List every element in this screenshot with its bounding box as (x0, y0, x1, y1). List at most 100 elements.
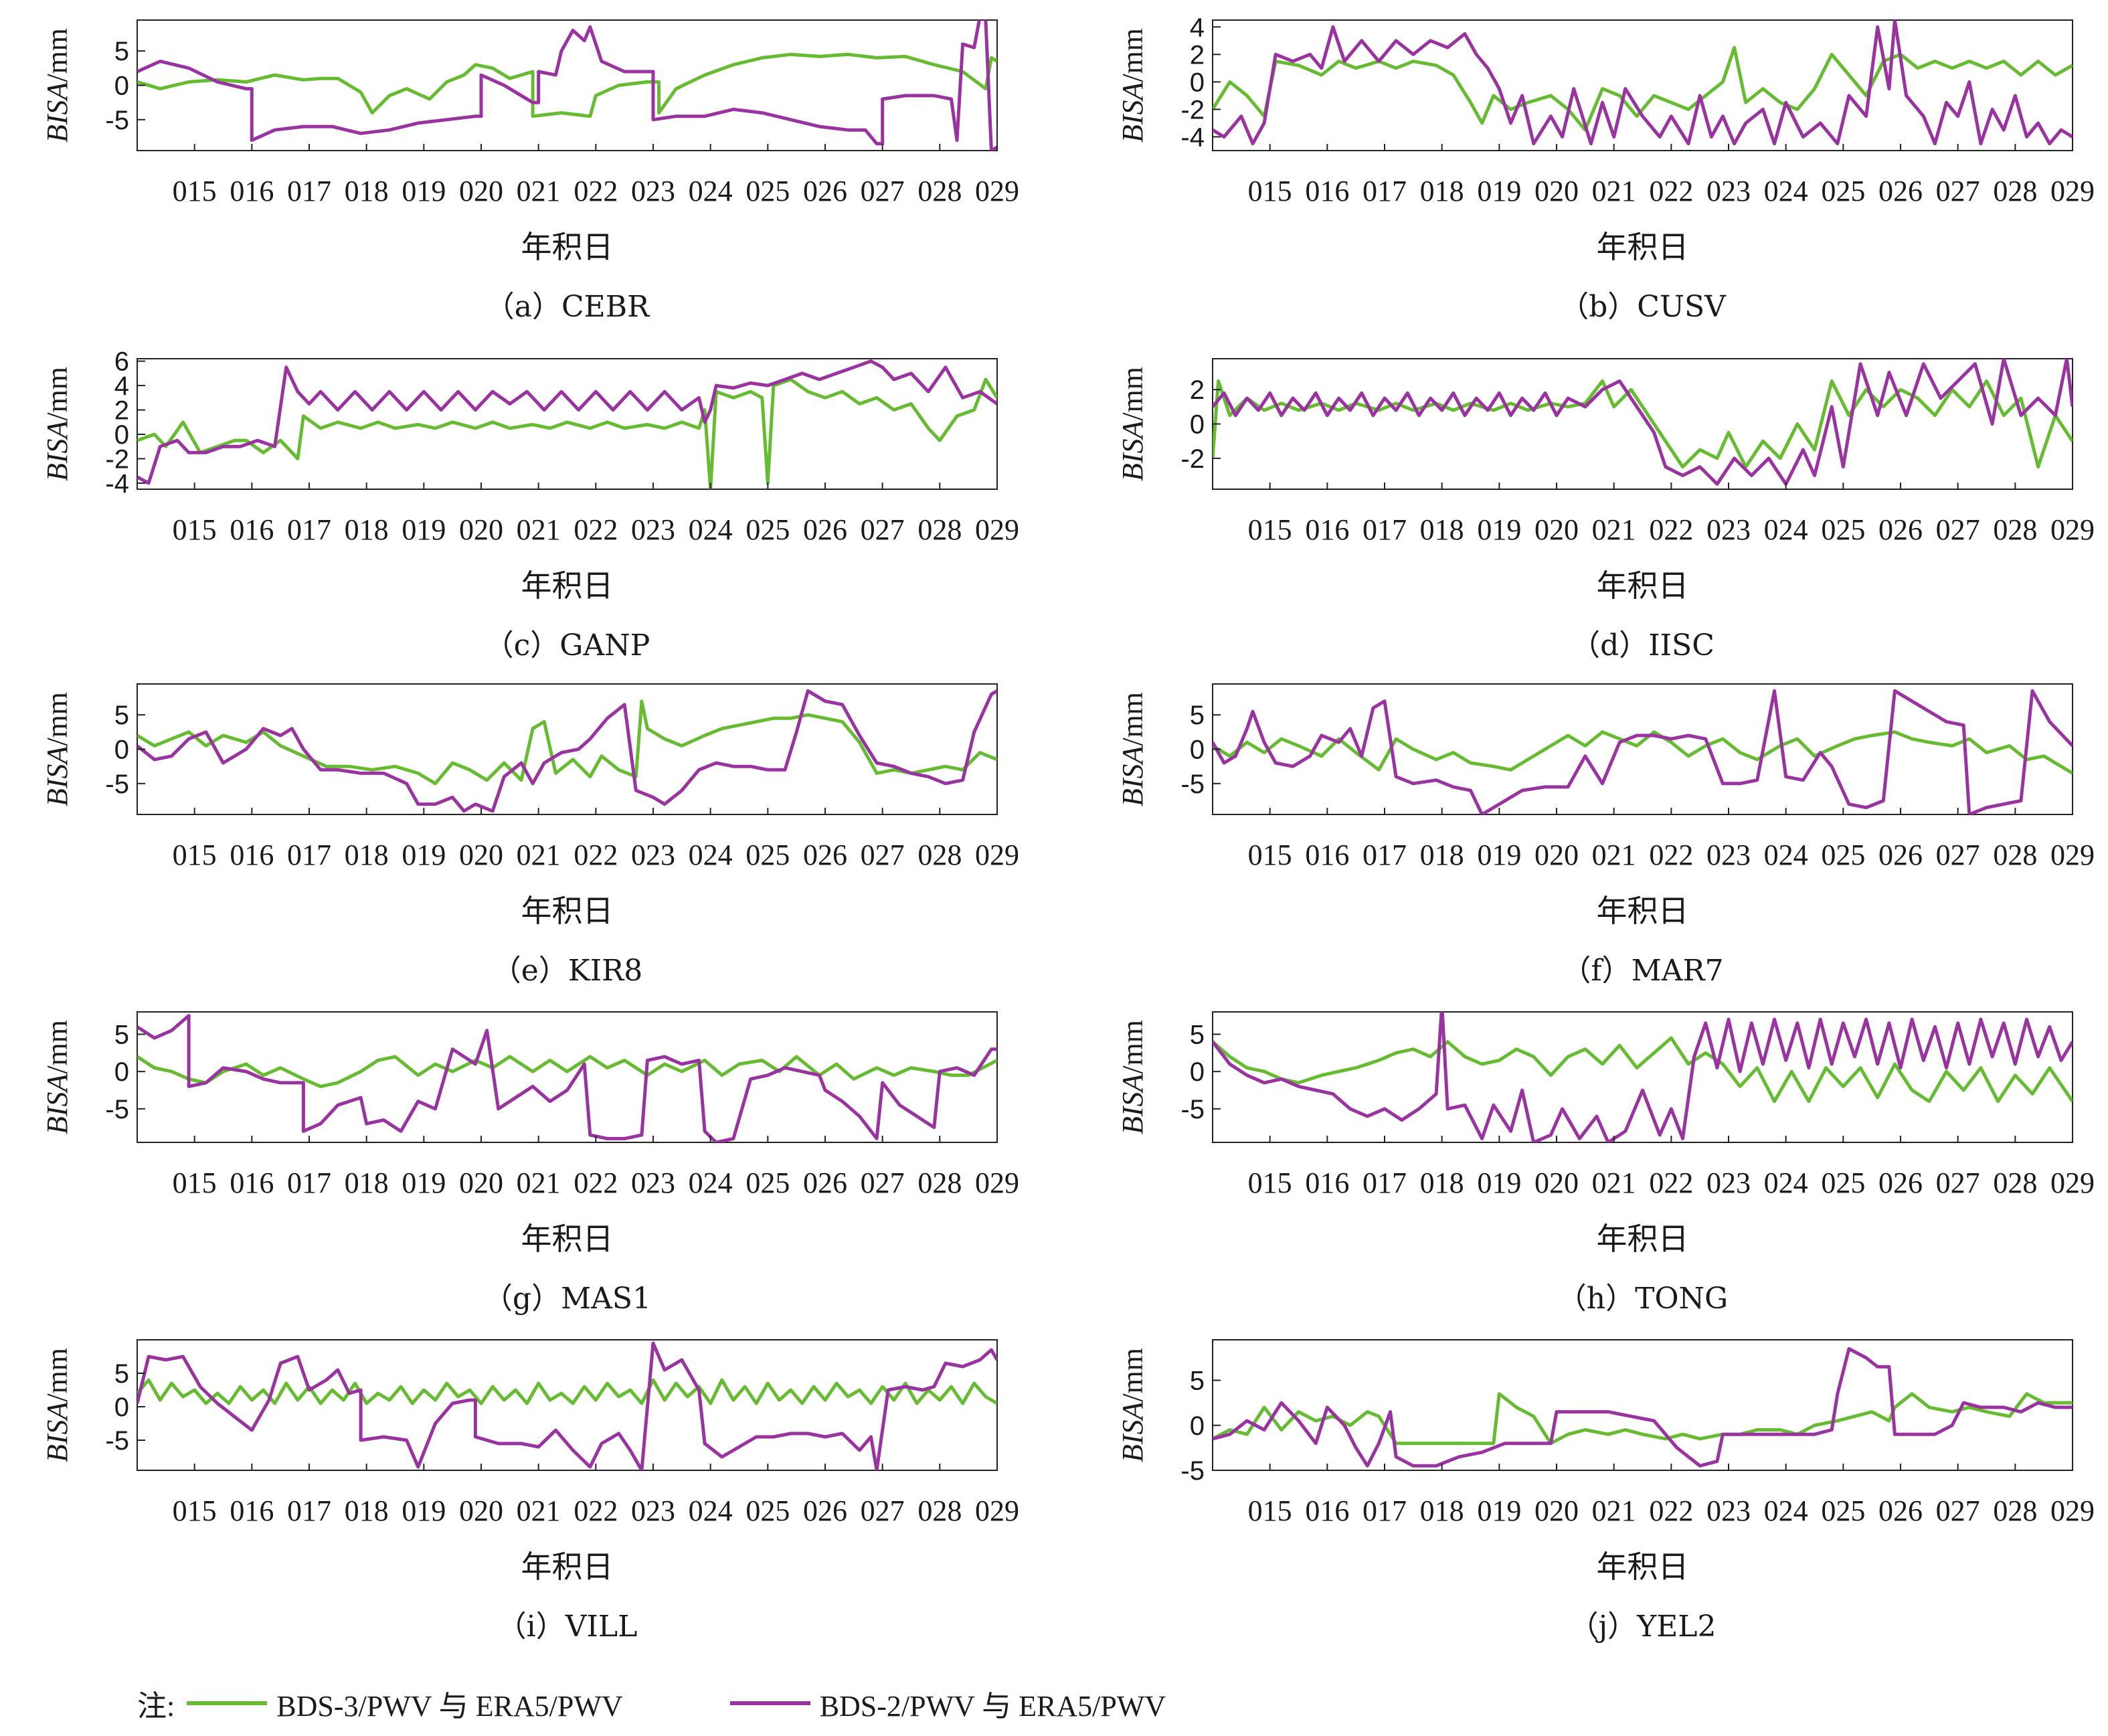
y-tick-label: 0 (1190, 410, 1205, 440)
x-tick-label: 029 (975, 1166, 1019, 1199)
x-tick-label: 016 (230, 513, 274, 546)
x-tick-label: 024 (689, 1166, 733, 1199)
y-tick-label: -5 (105, 1095, 129, 1124)
x-tick-label: 028 (1993, 1494, 2037, 1527)
y-axis-label: BISA/mm (1116, 692, 1149, 806)
x-tick-label: 025 (745, 839, 790, 871)
x-tick-label: 029 (975, 175, 1019, 207)
x-tick-label: 020 (459, 839, 503, 871)
series-line-bds3 (1213, 1036, 2073, 1104)
x-tick-label: 022 (574, 1494, 618, 1527)
series-line-bds3 (1213, 730, 2073, 775)
series-line-bds3 (137, 1378, 997, 1405)
panel-caption: （c）GANP (485, 628, 650, 663)
x-tick-label: 027 (1936, 513, 1980, 546)
legend-swatch-bds3 (187, 1701, 268, 1705)
x-tick-label: 021 (517, 513, 561, 546)
x-tick-label: 023 (631, 839, 675, 871)
y-tick-label: 5 (1190, 1020, 1205, 1049)
y-tick-label: 4 (1190, 13, 1205, 42)
x-tick-label: 023 (631, 1166, 675, 1199)
chart-panel-9: 5 0 -5 015 016 017 018 019 020 021 022 023 024 025 026… (41, 1339, 1019, 1644)
y-tick-label: -2 (1180, 95, 1205, 124)
y-tick-label: 0 (114, 1393, 129, 1422)
y-axis-label: BISA/mm (1116, 1348, 1149, 1462)
x-tick-label: 017 (1363, 513, 1407, 546)
x-tick-label: 026 (1878, 1494, 1923, 1527)
x-axis-label: 年积日 (1597, 229, 1689, 265)
x-tick-label: 018 (345, 175, 389, 207)
y-axis-label: BISA/mm (41, 1020, 74, 1134)
x-tick-label: 017 (287, 1494, 331, 1527)
x-tick-label: 023 (631, 1494, 675, 1527)
y-tick-label: 0 (114, 72, 129, 101)
y-tick-label: -2 (1180, 444, 1205, 474)
x-axis-label: 年积日 (521, 229, 614, 265)
x-tick-label: 024 (1764, 513, 1808, 546)
y-tick-label: 5 (114, 1020, 129, 1049)
x-tick-label: 027 (861, 1166, 905, 1199)
x-axis-label: 年积日 (521, 1549, 614, 1585)
y-tick-label: 0 (1190, 1057, 1205, 1087)
x-tick-label: 028 (917, 513, 962, 546)
plot-frame (1212, 358, 2073, 490)
x-tick-label: 015 (173, 839, 217, 871)
x-tick-label: 026 (1878, 839, 1923, 871)
plot-frame (137, 1339, 998, 1471)
series-line-bds2 (1213, 20, 2073, 146)
x-tick-label: 027 (861, 839, 905, 871)
x-tick-label: 021 (517, 839, 561, 871)
x-tick-label: 026 (803, 513, 847, 546)
chart-panel-10: 5 0 -5 015 016 017 018 019 020 021 022 023 024 025 026… (1116, 1339, 2095, 1644)
series-line-bds3 (1213, 379, 2073, 469)
x-tick-label: 021 (1592, 513, 1636, 546)
y-axis-label: BISA/mm (1116, 367, 1149, 481)
y-tick-label: -4 (105, 469, 129, 499)
x-tick-label: 025 (1821, 1494, 1865, 1527)
y-tick-label: -5 (105, 770, 129, 799)
x-tick-label: 016 (1305, 1166, 1349, 1199)
x-tick-label: 029 (2050, 513, 2095, 546)
x-tick-label: 020 (1534, 1494, 1579, 1527)
x-tick-label: 017 (287, 175, 331, 207)
x-tick-label: 028 (1993, 175, 2037, 207)
y-tick-label: -2 (105, 444, 129, 474)
x-tick-label: 015 (173, 1166, 217, 1199)
x-tick-label: 028 (917, 175, 962, 207)
x-tick-label: 017 (1363, 175, 1407, 207)
y-tick-label: 0 (114, 735, 129, 765)
x-tick-label: 015 (1248, 175, 1292, 207)
panel-caption: （f）MAR7 (1561, 954, 1723, 988)
x-tick-label: 023 (1706, 175, 1751, 207)
x-tick-label: 019 (1477, 1166, 1521, 1199)
x-tick-label: 028 (1993, 1166, 2037, 1199)
x-tick-label: 024 (689, 513, 733, 546)
y-tick-label: -5 (1180, 770, 1205, 799)
x-tick-label: 020 (1534, 513, 1579, 546)
x-tick-label: 024 (689, 839, 733, 871)
x-tick-label: 016 (230, 175, 274, 207)
x-tick-label: 022 (574, 1166, 618, 1199)
x-tick-label: 024 (1764, 175, 1808, 207)
series-line-bds3 (137, 1055, 997, 1088)
x-tick-label: 020 (459, 175, 503, 207)
y-axis-label: BISA/mm (1116, 1020, 1149, 1134)
series-line-bds3 (137, 52, 997, 118)
x-axis-label: 年积日 (1597, 893, 1689, 929)
x-tick-label: 022 (574, 513, 618, 546)
y-tick-label: 5 (114, 37, 129, 66)
x-tick-label: 025 (1821, 513, 1865, 546)
y-tick-label: -5 (105, 106, 129, 135)
x-tick-label: 015 (173, 175, 217, 207)
y-tick-label: 2 (1190, 375, 1205, 405)
x-tick-label: 022 (1649, 1494, 1693, 1527)
chart-panel-2: 420-2-4 015 016 017 018 019 020 021 022 023 024 025… (1116, 13, 2095, 324)
legend-item-bds3: BDS-3/PWV 与 ERA5/PWV (187, 1682, 623, 1725)
x-tick-label: 019 (402, 175, 446, 207)
x-tick-label: 029 (975, 1494, 1019, 1527)
series-line-bds2 (137, 20, 997, 151)
x-tick-label: 017 (287, 513, 331, 546)
x-tick-label: 021 (1592, 1166, 1636, 1199)
x-tick-label: 016 (1305, 175, 1349, 207)
y-tick-label: 5 (114, 1359, 129, 1389)
